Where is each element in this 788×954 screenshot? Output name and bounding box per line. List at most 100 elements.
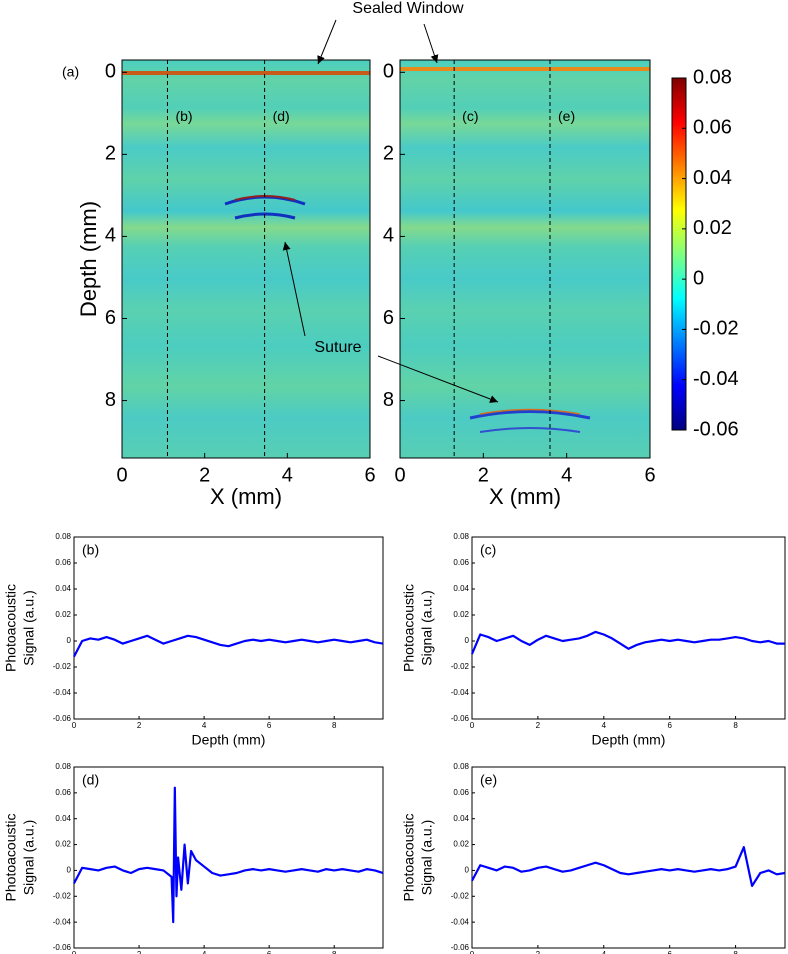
x-tick-label: 0: [394, 464, 405, 486]
signal-line: [471, 846, 786, 888]
y-tick-label: 0.02: [55, 840, 71, 849]
y-tick-label: 0: [465, 636, 470, 645]
y-tick-label: 0: [67, 636, 72, 645]
y-axis-label: Signal (a.u.): [21, 590, 37, 665]
colorbar-tick-label: -0.04: [693, 368, 739, 390]
x-tick-label: 0: [470, 950, 475, 954]
y-tick-label: -0.04: [451, 688, 470, 697]
y-tick-label: -0.04: [53, 688, 72, 697]
y-tick-label: -0.02: [53, 662, 72, 671]
y-tick-label: -0.02: [451, 891, 470, 900]
y-axis-label: Signal (a.u.): [419, 590, 435, 665]
x-tick-label: 2: [137, 721, 142, 730]
x-tick-label: 4: [202, 721, 207, 730]
y-tick-label: 0.04: [55, 814, 71, 823]
x-axis-label: X (mm): [489, 484, 561, 509]
y-tick-label: -0.02: [53, 891, 72, 900]
y-tick-label: 0.08: [453, 762, 469, 771]
y-tick-label: 0.08: [55, 762, 71, 771]
y-tick-label: -0.02: [451, 662, 470, 671]
y-tick-label: -0.06: [451, 714, 470, 723]
y-axis-label: Signal (a.u.): [21, 820, 37, 895]
x-tick-label: 2: [478, 464, 489, 486]
y-axis-label: Photoacoustic: [401, 814, 417, 902]
signal-line: [73, 634, 384, 658]
x-tick-label: 2: [536, 950, 541, 954]
y-tick-label: 0.04: [453, 814, 469, 823]
y-tick-label: 8: [383, 389, 394, 411]
x-tick-label: 0: [116, 464, 127, 486]
plot-frame: [471, 766, 786, 949]
y-tick-label: 0.02: [453, 840, 469, 849]
panel-label: (b): [82, 542, 99, 558]
y-tick-label: 0.04: [453, 584, 469, 593]
x-tick-label: 4: [202, 950, 207, 954]
plot-frame: [121, 59, 371, 459]
signal-line: [73, 786, 384, 924]
plot-frame: [471, 536, 786, 720]
y-tick-label: 0: [465, 866, 470, 875]
x-tick-label: 4: [282, 464, 293, 486]
x-tick-label: 2: [536, 721, 541, 730]
y-tick-label: 0.06: [55, 558, 71, 567]
plot-frame: [73, 536, 384, 720]
panel-label: (a): [62, 64, 79, 80]
suture-echo: [469, 410, 591, 420]
y-tick-label: -0.04: [451, 917, 470, 926]
y-tick-label: 0.02: [453, 610, 469, 619]
y-tick-label: -0.06: [53, 943, 72, 952]
y-tick-label: 0: [383, 61, 394, 83]
panel-label: (d): [82, 772, 99, 788]
x-axis-label: Depth (mm): [592, 732, 666, 748]
x-tick-label: 4: [602, 721, 607, 730]
y-tick-label: 0.02: [55, 610, 71, 619]
colorbar-tick-label: 0.02: [693, 217, 732, 239]
y-tick-label: 4: [383, 225, 394, 247]
x-tick-label: 0: [72, 950, 77, 954]
colorbar-tick-label: 0: [693, 267, 704, 289]
y-tick-label: 0.08: [55, 532, 71, 541]
image-right: [400, 60, 650, 458]
panel-label: (c): [480, 542, 496, 558]
y-tick-label: 0: [105, 61, 116, 83]
marker-label: (e): [558, 108, 575, 124]
arrow: [423, 23, 439, 64]
x-axis-label: X (mm): [210, 484, 282, 509]
y-tick-label: 0: [67, 866, 72, 875]
y-axis-label: Photoacoustic: [3, 584, 19, 672]
y-tick-label: 0.06: [453, 558, 469, 567]
annotation: Suture: [314, 339, 361, 356]
y-axis-label: Photoacoustic: [401, 584, 417, 672]
colorbar-tick-label: 0.06: [693, 117, 732, 139]
y-tick-label: 8: [105, 389, 116, 411]
y-axis-label: Depth (mm): [76, 201, 101, 317]
window-line: [122, 71, 370, 75]
y-tick-label: 6: [383, 307, 394, 329]
y-axis-label: Signal (a.u.): [419, 820, 435, 895]
x-tick-label: 6: [267, 950, 272, 954]
x-tick-label: 0: [470, 721, 475, 730]
x-tick-label: 6: [267, 721, 272, 730]
y-tick-label: -0.06: [451, 943, 470, 952]
window-line: [400, 67, 650, 71]
image-left: [122, 60, 370, 458]
y-tick-label: 0.08: [453, 532, 469, 541]
x-tick-label: 8: [332, 721, 337, 730]
suture-echo: [479, 408, 581, 415]
suture-echo: [479, 427, 581, 433]
x-tick-label: 6: [667, 950, 672, 954]
arrow: [282, 241, 306, 337]
y-tick-label: -0.06: [53, 714, 72, 723]
x-tick-label: 6: [364, 464, 375, 486]
x-tick-label: 2: [137, 950, 142, 954]
colorbar-tick-label: 0.04: [693, 167, 732, 189]
y-tick-label: -0.04: [53, 917, 72, 926]
y-tick-label: 6: [105, 307, 116, 329]
plot-frame: [73, 766, 384, 949]
y-tick-label: 0.04: [55, 584, 71, 593]
colorbar-tick-label: 0.08: [693, 66, 732, 88]
y-tick-label: 0.06: [55, 788, 71, 797]
x-tick-label: 6: [667, 721, 672, 730]
colorbar-tick-label: -0.02: [693, 318, 739, 340]
